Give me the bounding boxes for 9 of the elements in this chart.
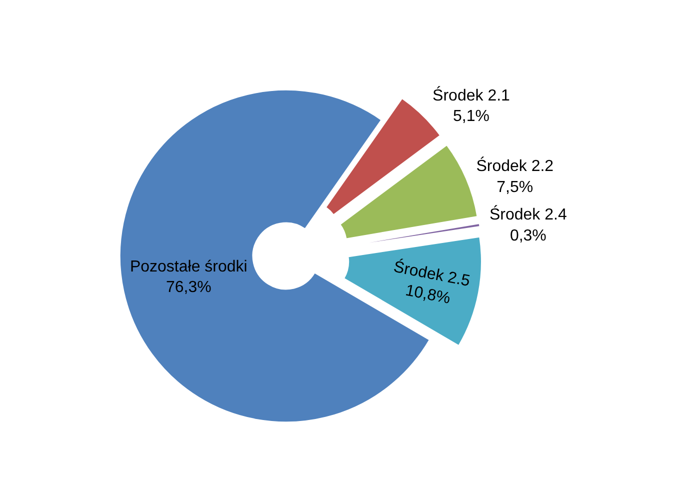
data-label: 7,5%	[496, 178, 534, 196]
slice-label: Środek 2.2	[476, 156, 554, 176]
data-label: 76,3%	[166, 279, 212, 296]
slice-label: Środek 2.4	[489, 204, 567, 224]
data-label: 5,1%	[453, 108, 490, 126]
data-label: 0,3%	[510, 227, 546, 244]
slice-label: Środek 2.1	[432, 85, 510, 104]
slice-label: Pozostałe środki	[130, 258, 248, 276]
data-label: 10,8%	[404, 282, 452, 308]
